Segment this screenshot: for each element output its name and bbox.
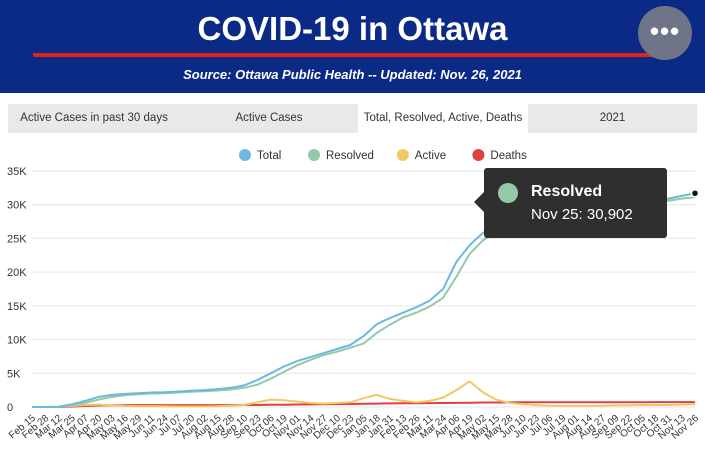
legend-label: Deaths	[490, 150, 527, 162]
legend-marker	[239, 149, 251, 161]
title-underline	[33, 53, 665, 57]
legend-marker	[472, 149, 485, 161]
y-tick-label: 30K	[7, 200, 27, 212]
y-tick-label: 25K	[7, 233, 27, 245]
legend-label: Active	[415, 150, 446, 162]
series-line-active	[32, 380, 696, 408]
page-subtitle: Source: Ottawa Public Health -- Updated:…	[183, 67, 522, 82]
y-tick-label: 20K	[7, 267, 27, 279]
more-horizontal-icon: •••	[649, 16, 681, 46]
tooltip-series-name: Resolved	[531, 183, 603, 200]
page-title: COVID-19 in Ottawa	[197, 10, 508, 47]
header-banner: COVID-19 in Ottawa Source: Ottawa Public…	[0, 0, 705, 93]
legend-marker	[308, 149, 320, 161]
tab-bar: Active Cases in past 30 days Active Case…	[8, 104, 697, 133]
y-tick-label: 35K	[7, 166, 27, 178]
chart-tooltip: Resolved Nov 25: 30,902	[474, 168, 667, 238]
tab-active-cases-30-days[interactable]: Active Cases in past 30 days	[20, 112, 168, 124]
tab-active-cases[interactable]: Active Cases	[235, 112, 303, 124]
tab-2021[interactable]: 2021	[599, 112, 626, 124]
tooltip-series-dot	[498, 183, 518, 203]
y-tick-label: 10K	[7, 335, 27, 347]
more-options-button[interactable]: •••	[638, 6, 692, 60]
tooltip-arrow	[474, 192, 484, 212]
legend-marker	[396, 149, 409, 161]
series-line-deaths	[32, 401, 695, 408]
hover-point	[690, 189, 700, 198]
y-tick-label: 5K	[7, 368, 21, 380]
tooltip-value: Nov 25: 30,902	[531, 206, 633, 223]
tab-total-resolved-active-deaths[interactable]: Total, Resolved, Active, Deaths	[358, 104, 528, 133]
legend-label: Resolved	[326, 150, 374, 162]
y-tick-label: 15K	[7, 301, 27, 313]
y-tick-label: 0	[7, 402, 13, 414]
legend-label: Total	[257, 150, 281, 162]
